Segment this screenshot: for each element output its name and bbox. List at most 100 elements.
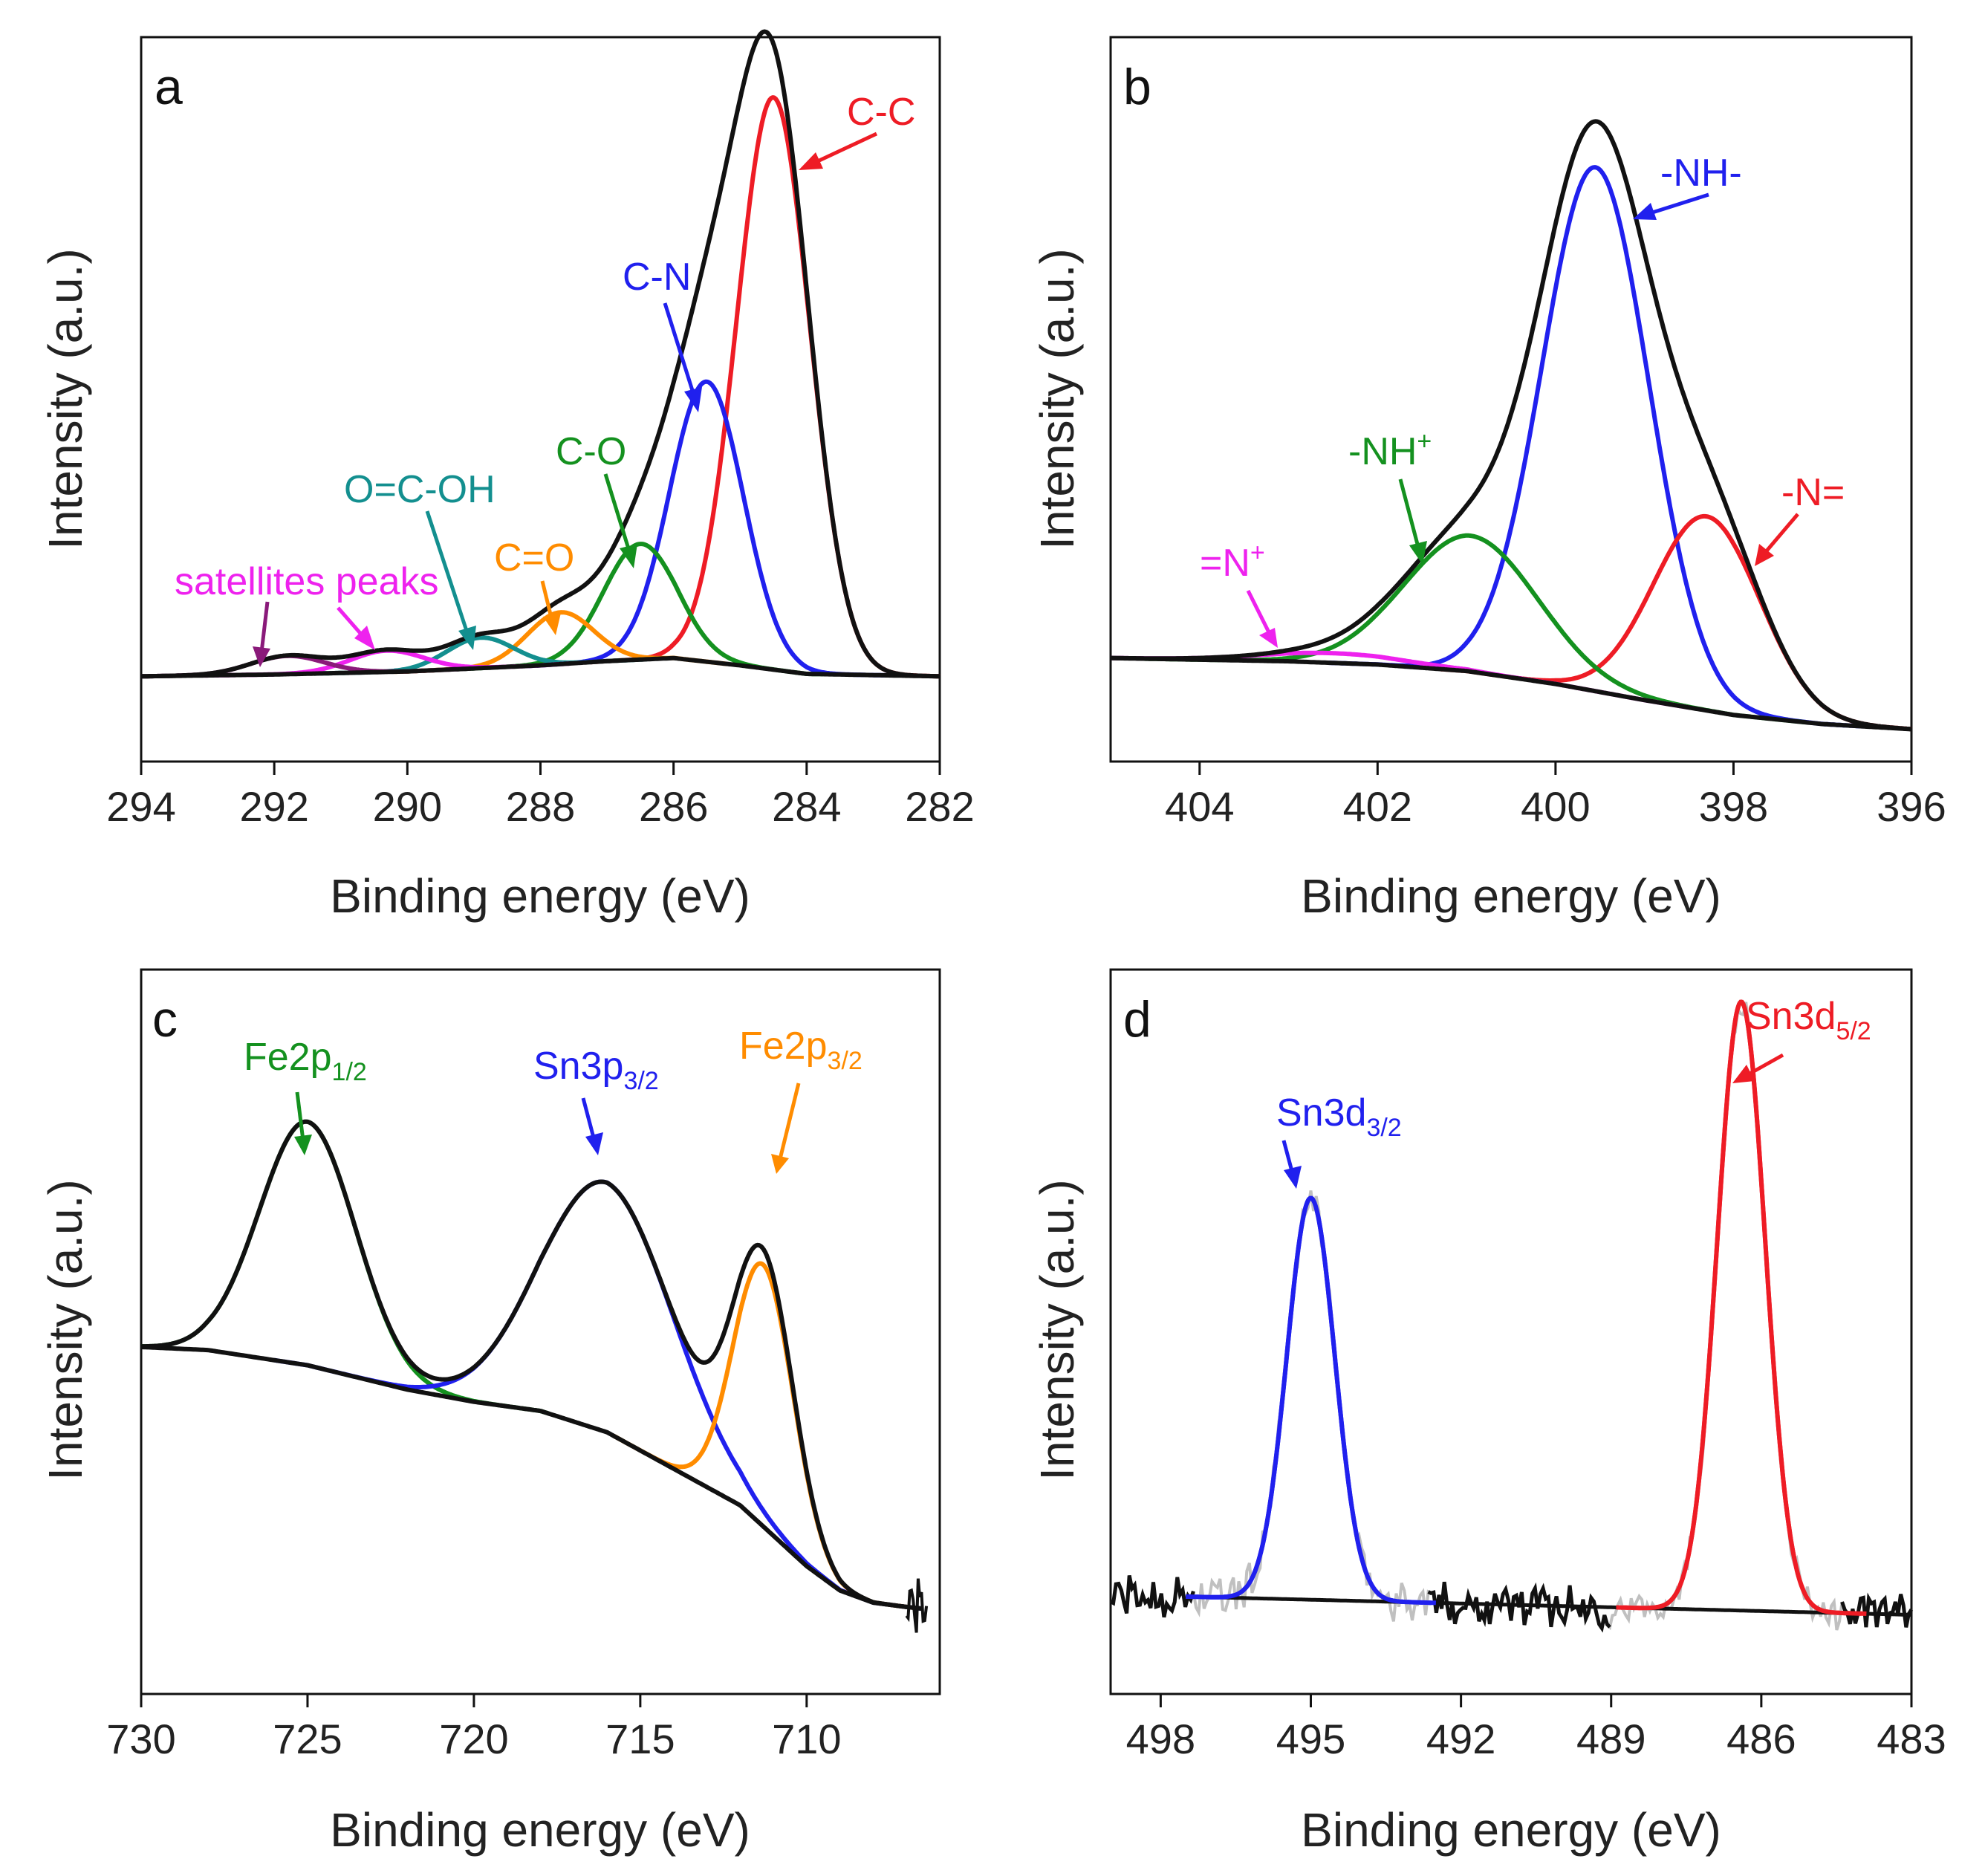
annotation-fe2p32-arrow bbox=[771, 1083, 801, 1174]
panel-c-x-ticks: 730 725 720 715 710 bbox=[106, 1694, 842, 1762]
x-tick-label: 402 bbox=[1343, 783, 1412, 830]
panel-d: 498 495 492 489 486 483 d Binding energy (eV)… bbox=[1030, 968, 1946, 1857]
annotation-n-plus-arrow bbox=[1246, 589, 1278, 648]
annotation-satellites: satellites peaks bbox=[175, 560, 439, 603]
panel-b-plot-area bbox=[1110, 119, 1912, 732]
x-tick-label: 284 bbox=[772, 783, 841, 830]
x-tick-label: 292 bbox=[239, 783, 308, 830]
panel-letter-d: d bbox=[1123, 991, 1151, 1048]
peak-curve-top bbox=[1616, 999, 1867, 1616]
panel-d-frame bbox=[1109, 968, 1913, 1695]
annotation-c-double-o: C=O bbox=[494, 536, 574, 580]
x-tick-label: 294 bbox=[106, 783, 175, 830]
x-tick-label: 720 bbox=[439, 1716, 508, 1762]
panel-letter-b: b bbox=[1123, 59, 1151, 115]
annotation-sn3d32-arrow bbox=[1281, 1140, 1302, 1189]
x-tick-label: 725 bbox=[273, 1716, 342, 1762]
annotation-satellites-arrow bbox=[337, 606, 375, 650]
panel-letter-c: c bbox=[152, 991, 178, 1048]
panel-b-x-axis-title: Binding energy (eV) bbox=[1301, 869, 1721, 923]
background-baseline bbox=[1110, 655, 1912, 732]
x-tick-label: 486 bbox=[1726, 1716, 1796, 1762]
x-tick-label: 288 bbox=[506, 783, 575, 830]
raw-spectrum-right bbox=[1840, 1592, 1914, 1628]
annotation-nh-arrow bbox=[1633, 192, 1709, 220]
annotation-n-double: -N= bbox=[1781, 471, 1845, 514]
annotation-sn3p32: Sn3p3/2 bbox=[533, 1045, 659, 1095]
x-tick-label: 498 bbox=[1126, 1716, 1195, 1762]
annotation-nh: -NH- bbox=[1660, 152, 1742, 195]
background-baseline bbox=[140, 1345, 923, 1612]
annotation-sn3d52: Sn3d5/2 bbox=[1746, 995, 1871, 1045]
annotation-sn3d32: Sn3d3/2 bbox=[1276, 1091, 1402, 1142]
panel-b-y-axis-title: Intensity (a.u.) bbox=[1030, 248, 1084, 550]
x-tick-label: 400 bbox=[1521, 783, 1590, 830]
annotation-c-n-arrow bbox=[663, 302, 702, 412]
annotation-c-n: C-N bbox=[623, 256, 691, 299]
annotation-sn3d52-arrow bbox=[1732, 1053, 1784, 1083]
annotation-o-c-oh: O=C-OH bbox=[344, 468, 496, 511]
background-baseline bbox=[141, 655, 940, 679]
annotation-fe2p32: Fe2p3/2 bbox=[739, 1025, 862, 1075]
x-tick-label: 398 bbox=[1699, 783, 1768, 830]
peak-curve-top bbox=[1185, 1195, 1437, 1606]
annotation-n-plus: =N+ bbox=[1200, 539, 1265, 585]
panel-letter-a: a bbox=[155, 59, 183, 115]
x-tick-label: 710 bbox=[772, 1716, 841, 1762]
peak-curve--n- bbox=[1439, 513, 1912, 732]
panel-b-x-ticks: 404 402 400 398 396 bbox=[1165, 762, 1946, 830]
panel-c: 730 725 720 715 710 c Binding energy (eV) In… bbox=[39, 968, 941, 1857]
annotation-fe2p12: Fe2p1/2 bbox=[244, 1036, 367, 1086]
panel-a-y-axis-title: Intensity (a.u.) bbox=[39, 248, 92, 550]
raw-spectrum-left bbox=[1109, 1575, 1195, 1618]
annotation-satellite-purple-arrow bbox=[253, 601, 270, 667]
peak-curve-fe2p1-2 bbox=[140, 1119, 550, 1416]
annotation-c-o: C-O bbox=[556, 430, 626, 473]
annotation-sn3p32-arrow bbox=[581, 1097, 603, 1155]
raw-spectrum-tail bbox=[905, 1578, 929, 1633]
x-tick-label: 730 bbox=[106, 1716, 175, 1762]
annotation-c-o-arrow bbox=[603, 473, 637, 568]
x-tick-label: 396 bbox=[1877, 783, 1946, 830]
x-tick-label: 483 bbox=[1877, 1716, 1946, 1762]
annotation-c-c: C-C bbox=[847, 91, 915, 134]
annotation-nh-plus-arrow bbox=[1398, 478, 1427, 565]
raw-spectrum-middle bbox=[1427, 1581, 1611, 1633]
annotation-c-c-arrow bbox=[799, 132, 878, 170]
panel-a-x-ticks: 294 292 290 288 286 284 282 bbox=[106, 762, 975, 830]
x-tick-label: 495 bbox=[1276, 1716, 1345, 1762]
x-tick-label: 286 bbox=[639, 783, 708, 830]
annotation-o-c-oh-arrow bbox=[425, 510, 476, 650]
background-baseline bbox=[1185, 1594, 1912, 1617]
annotation-c-double-o-arrow bbox=[540, 580, 561, 635]
panel-c-frame bbox=[140, 968, 941, 1695]
panel-d-x-axis-title: Binding energy (eV) bbox=[1301, 1803, 1721, 1857]
envelope-curve bbox=[140, 1119, 924, 1612]
panel-d-y-axis-title: Intensity (a.u.) bbox=[1030, 1179, 1084, 1481]
x-tick-label: 404 bbox=[1165, 783, 1234, 830]
envelope-curve bbox=[1110, 119, 1912, 732]
x-tick-label: 715 bbox=[605, 1716, 675, 1762]
panel-a-x-axis-title: Binding energy (eV) bbox=[330, 869, 750, 923]
panel-d-plot-area bbox=[1109, 999, 1914, 1633]
annotation-n-double-arrow bbox=[1755, 513, 1799, 566]
envelope-curve bbox=[140, 29, 940, 679]
x-tick-label: 492 bbox=[1426, 1716, 1495, 1762]
x-tick-label: 290 bbox=[373, 783, 442, 830]
panel-a: 294 292 290 288 286 284 282 a Binding energy (… bbox=[39, 29, 975, 923]
peak-curve-sn3d3-2 bbox=[1189, 1195, 1432, 1606]
panel-a-plot-area bbox=[140, 29, 940, 679]
panel-c-y-axis-title: Intensity (a.u.) bbox=[39, 1179, 92, 1481]
x-tick-label: 282 bbox=[905, 783, 974, 830]
panel-c-plot-area bbox=[140, 1119, 929, 1633]
annotation-nh-plus: -NH+ bbox=[1348, 427, 1432, 473]
peak-curve-sn3d5-2 bbox=[1620, 999, 1862, 1616]
peak-curve-fe2p3-2 bbox=[612, 1261, 914, 1610]
panel-d-x-ticks: 498 495 492 489 486 483 bbox=[1126, 1694, 1946, 1762]
annotation-fe2p12-arrow bbox=[294, 1091, 312, 1155]
panel-c-x-axis-title: Binding energy (eV) bbox=[330, 1803, 750, 1857]
panel-b: 404 402 400 398 396 b Binding energy (eV) In… bbox=[1030, 36, 1946, 923]
panel-b-frame bbox=[1109, 36, 1913, 763]
x-tick-label: 489 bbox=[1576, 1716, 1645, 1762]
